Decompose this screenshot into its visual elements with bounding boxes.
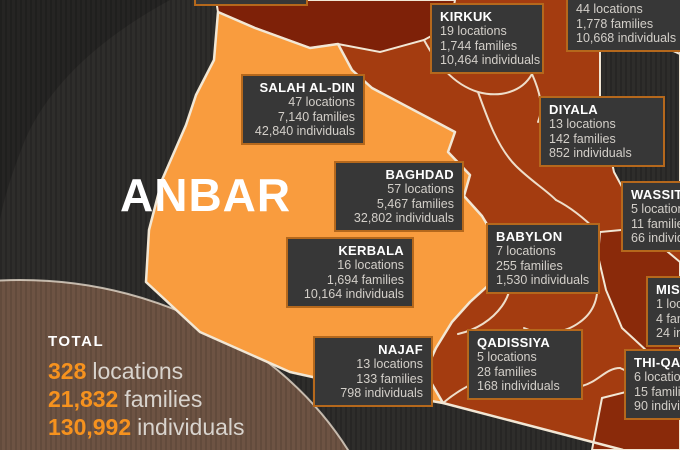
province-stat: 7 locations [496,244,556,258]
province-stat: 852 individuals [549,146,632,160]
province-stat: 1,778 families [576,16,654,31]
province-stat: 10,668 individuals [576,31,677,45]
totals-row-individuals: 130,992 individuals [48,413,245,441]
province-label-salah-al-din: SALAH AL-DIN 47 locations 7,140 families… [241,74,365,145]
province-stat: 13 locations [549,117,616,131]
province-stat: 6 locations [634,370,680,384]
province-stat: 10,464 individuals [440,53,541,67]
province-stat: 19 locations [440,24,507,38]
province-stat: 798 individuals [340,386,423,400]
province-name: SALAH AL-DIN [259,80,355,95]
province-stat: 168 individuals [477,379,560,393]
province-label-wassit: WASSIT 5 locations 11 families 66 indivi… [621,181,680,252]
province-stat: 11 families [631,216,680,231]
province-stat: 66 individuals [631,231,680,245]
province-stat: 90 individuals [634,399,680,413]
province-stat: 133 families [356,371,423,386]
province-stat: 13 locations [356,357,423,371]
province-label-missan: MISSAN 1 location 4 families 24 individu… [646,276,680,347]
province-name: DIYALA [549,102,598,117]
province-stat: 57 locations [387,182,454,196]
province-label-northeast-cutoff: 44 locations 1,778 families 10,668 indiv… [566,0,680,52]
province-label-najaf: NAJAF 13 locations 133 families 798 indi… [313,336,433,407]
province-label-kerbala: KERBALA 16 locations 1,694 families 10,1… [286,237,414,308]
brown-circle [0,279,350,450]
province-stat: 4 families [656,311,680,326]
province-stat: 42,840 individuals [254,124,355,138]
province-stat: 16 locations [337,258,404,272]
anbar-region-label: ANBAR [120,169,292,221]
province-name: THI-QAR [634,355,680,370]
province-name: NAJAF [378,342,423,357]
province-name: QADISSIYA [477,335,551,350]
province-name: KERBALA [338,243,404,258]
province-label-baghdad: BAGHDAD 57 locations 5,467 families 32,8… [334,161,464,232]
province-stat: 28 families [477,364,537,379]
province-stat: 1,694 families [326,272,404,287]
totals-panel: TOTAL 328 locations 21,832 families 130,99… [48,333,245,441]
province-stat: 15 families [634,384,680,399]
province-stat: 32,802 individuals [353,211,454,225]
totals-locations-value: 328 [48,358,87,384]
province-stat: 255 families [496,258,563,273]
province-name: KIRKUK [440,9,493,24]
totals-locations-unit: locations [92,358,184,384]
province-name: MISSAN [656,282,680,297]
province-stat: 10,164 individuals [303,287,404,301]
province-stat: 5,467 families [376,196,454,211]
province-name: BABYLON [496,229,563,244]
province-label-kirkuk: KIRKUK 19 locations 1,744 families 10,46… [430,3,544,74]
province-stat: 1,744 families [440,38,518,53]
province-label-babylon: BABYLON 7 locations 255 families 1,530 i… [486,223,600,294]
totals-individuals-unit: individuals [137,414,245,440]
province-stat: 1 location [656,297,680,311]
province-label-thi-qar: THI-QAR 6 locations 15 families 90 indiv… [624,349,680,420]
totals-row-locations: 328 locations [48,357,245,385]
province-label-qadissiya: QADISSIYA 5 locations 28 families 168 in… [467,329,583,400]
background-dark-corner [0,0,170,220]
province-stat: 5 locations [631,202,680,216]
totals-families-value: 21,832 [48,386,119,412]
province-stat: 7,140 families [277,109,355,124]
province-stat: 44 locations [576,2,643,16]
province-stat: 47 locations [288,95,355,109]
southwest-border [442,401,624,450]
province-stat: 5 locations [477,350,537,364]
totals-row-families: 21,832 families [48,385,245,413]
anbar-region [144,10,508,405]
totals-title: TOTAL [48,333,105,350]
province-stat: 1,530 individuals [496,273,590,287]
province-label-diyala: DIYALA 13 locations 142 families 852 ind… [539,96,665,167]
totals-families-unit: families [124,386,203,412]
province-label-north-cutoff [194,0,308,6]
province-name: WASSIT [631,187,680,202]
province-name: BAGHDAD [385,167,454,182]
province-stat: 24 individuals [656,326,680,340]
province-stat: 142 families [549,131,616,146]
totals-individuals-value: 130,992 [48,414,132,440]
